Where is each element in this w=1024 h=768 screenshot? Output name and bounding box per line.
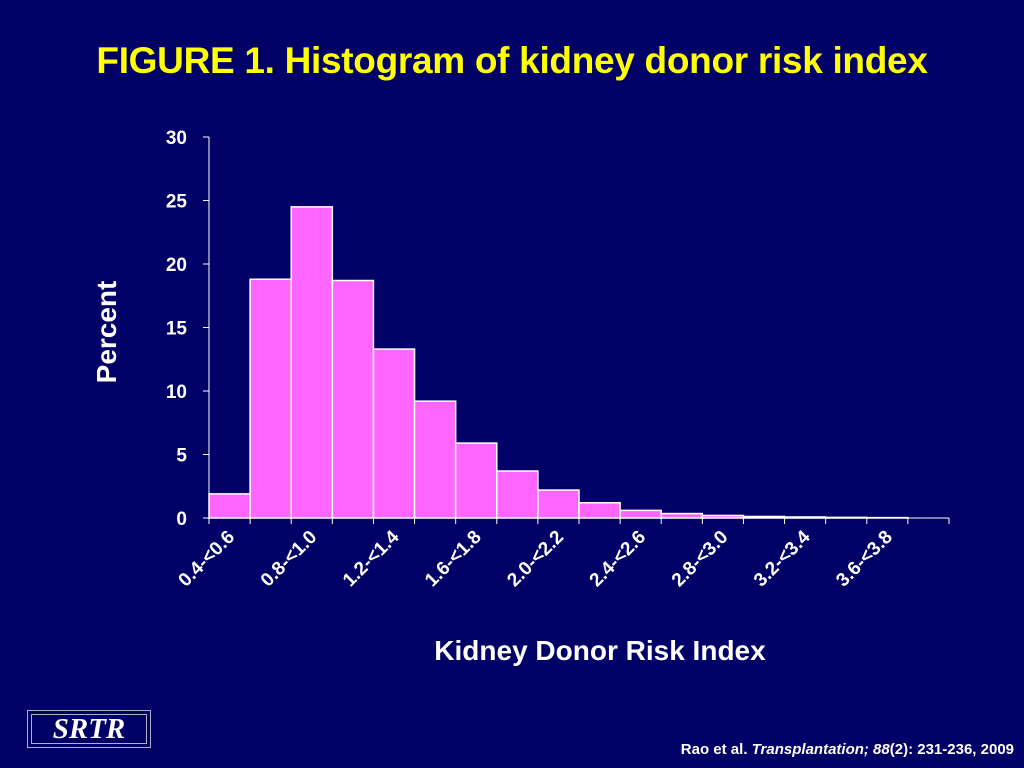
slide-title: FIGURE 1. Histogram of kidney donor risk… <box>96 40 928 81</box>
srtr-logo: SRTR <box>27 710 151 748</box>
histogram-bar <box>619 509 662 519</box>
histogram-bar <box>578 502 621 519</box>
y-tick-label: 10 <box>166 382 187 403</box>
x-tick-label: 1.6-<1.8 <box>421 527 486 592</box>
y-tick-label: 5 <box>176 446 187 467</box>
histogram-bar <box>372 348 416 519</box>
y-tick-label: 20 <box>166 255 187 276</box>
y-tick-label: 15 <box>166 319 188 340</box>
y-tick-label: 25 <box>166 192 188 213</box>
citation-authors: Rao et al. <box>680 741 752 758</box>
citation-details: (2): 231-236, 2009 <box>889 741 1014 758</box>
x-axis: 0.4-<0.6 0.8-<1.0 1.2-<1.4 1.6-<1.8 2.0-<2.2… <box>175 517 950 592</box>
y-axis-label: Percent <box>91 281 122 384</box>
histogram-bar <box>290 206 334 519</box>
y-tick-label: 30 <box>166 128 187 149</box>
histogram-bar <box>537 489 580 519</box>
citation-journal: Transplantation; 88 <box>751 741 890 758</box>
y-tick-label: 0 <box>176 509 187 530</box>
histogram-bar <box>331 279 375 519</box>
x-axis-label: Kidney Donor Risk Index <box>434 635 766 666</box>
x-tick-label: 2.8-<3.0 <box>668 527 733 592</box>
x-tick-label: 1.2-<1.4 <box>339 526 404 591</box>
histogram-bars <box>208 206 909 519</box>
citation: Rao et al. Transplantation; 88(2): 231-2… <box>681 741 1014 758</box>
x-tick-label: 2.4-<2.6 <box>586 527 651 592</box>
x-tick-label: 3.2-<3.4 <box>750 526 815 591</box>
x-tick-label: 0.8-<1.0 <box>257 527 322 592</box>
x-tick-label: 2.0-<2.2 <box>503 527 568 592</box>
histogram-bar <box>413 400 457 519</box>
histogram-bar <box>249 278 292 519</box>
histogram-bar <box>496 470 539 519</box>
histogram-bar <box>208 493 251 519</box>
y-axis: 0 5 10 15 20 25 30 <box>166 128 210 530</box>
histogram-bar <box>660 512 704 519</box>
x-tick-label: 3.6-<3.8 <box>832 527 897 592</box>
histogram-bar <box>454 442 498 519</box>
x-tick-label: 0.4-<0.6 <box>175 527 240 592</box>
